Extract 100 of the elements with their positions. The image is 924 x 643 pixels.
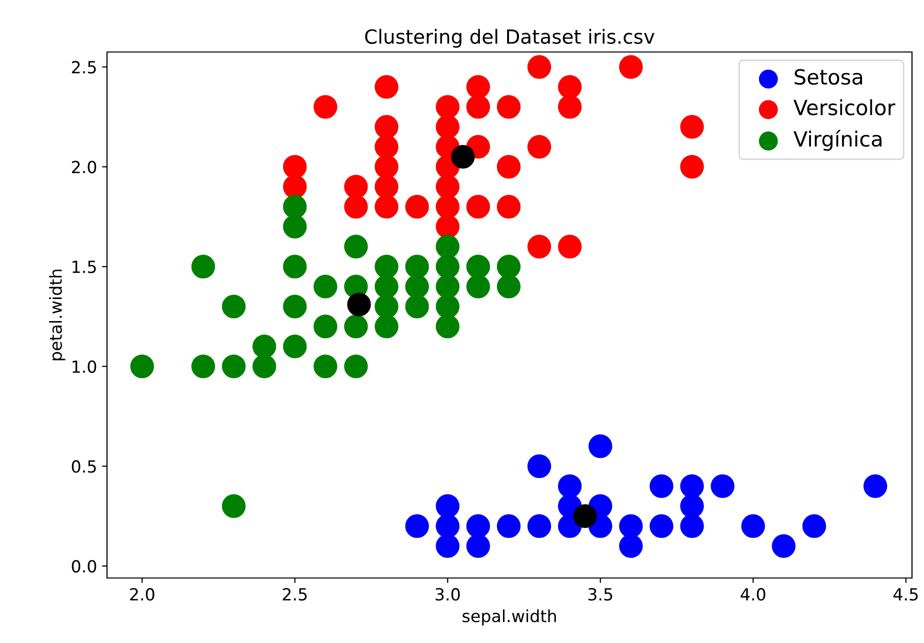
chart-title: Clustering del Dataset iris.csv [365,28,654,48]
point [710,474,734,498]
point [283,194,307,219]
point [496,154,521,179]
point [680,474,704,498]
point [344,174,368,199]
point [466,75,490,99]
point [436,254,460,278]
point [405,194,429,219]
point [436,115,460,139]
point [344,194,368,219]
point [527,234,552,258]
point [374,174,398,199]
x-tick-label: 3.5 [588,588,612,601]
point [405,274,429,298]
point [436,194,460,219]
point [496,254,521,278]
x-tick-label: 2.5 [282,588,307,601]
point [527,134,552,159]
point [191,254,216,278]
point [496,274,521,298]
legend-label: Virgínica [794,130,882,151]
x-tick-label: 4.0 [740,588,766,601]
point [405,254,429,278]
point [283,334,307,358]
point [496,95,521,119]
point [436,534,460,558]
point [802,514,826,538]
point [344,314,368,338]
point [619,514,643,538]
point [222,354,246,378]
point [344,234,368,258]
point [496,194,521,219]
point [374,294,398,318]
point [573,504,597,528]
point [283,294,307,318]
point [619,534,643,558]
point [374,134,398,159]
point [558,95,582,119]
point [374,75,398,99]
y-tick-label: 0.0 [72,560,96,573]
legend-label: Versicolor [794,99,896,116]
y-tick-label: 1.0 [72,360,96,373]
point [283,154,307,179]
point [864,474,888,498]
x-axis-title: sepal.width [462,609,556,626]
point [347,292,371,316]
y-axis-title: petal.width [49,270,66,360]
point [191,354,216,378]
point [466,274,490,298]
point [436,234,460,258]
point [772,534,796,558]
point [741,514,765,538]
point [436,174,460,199]
point [314,274,338,298]
y-tick-label: 0.5 [72,460,96,473]
point [680,514,704,538]
point [680,494,704,518]
point [588,434,612,458]
point [252,354,276,378]
point [451,144,475,169]
point [405,514,429,538]
point [314,314,338,338]
point [283,214,307,238]
point [436,274,460,298]
point [314,354,338,378]
point [222,494,246,518]
point [466,534,490,558]
point [436,494,460,518]
point [680,154,704,179]
point [374,154,398,179]
x-tick-label: 4.5 [893,588,918,601]
point [436,514,460,538]
point [374,274,398,298]
point [466,254,490,278]
x-tick-label: 3.0 [436,588,460,601]
point [374,115,398,139]
point [130,354,154,378]
point [222,294,246,318]
point [436,314,460,338]
point [466,194,490,219]
y-tick-label: 2.5 [72,60,96,74]
point [527,55,552,79]
point [374,254,398,278]
point [252,334,276,358]
point [436,294,460,318]
point [558,234,582,258]
y-tick-label: 1.5 [72,260,96,274]
point [436,95,460,119]
point [314,95,338,119]
point [680,115,704,139]
point [619,55,643,79]
point [374,194,398,219]
point [466,514,490,538]
point [405,294,429,318]
y-tick-label: 2.0 [72,160,96,174]
point [374,314,398,338]
point [527,454,552,478]
point [283,254,307,278]
point [650,514,674,538]
